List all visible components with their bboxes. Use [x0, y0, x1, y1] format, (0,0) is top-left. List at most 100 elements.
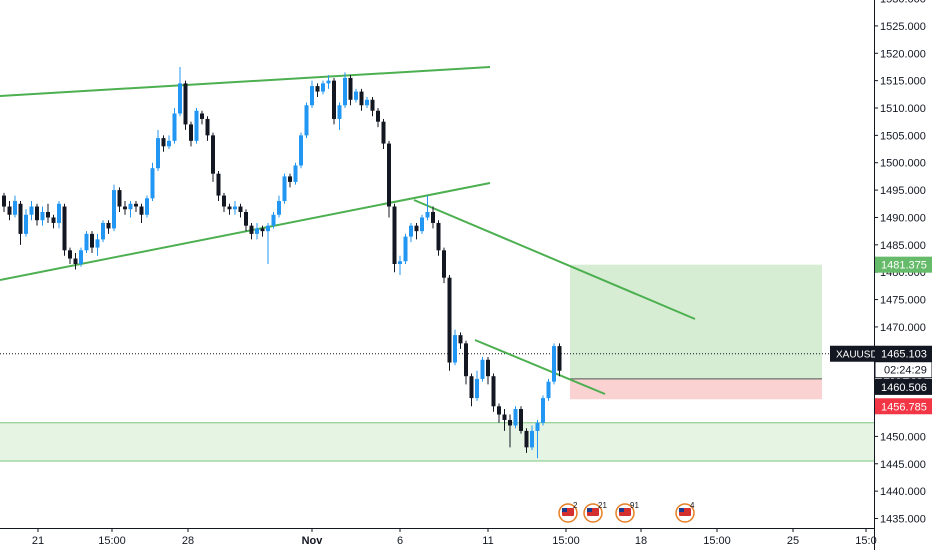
- y-tick-label: 1495.000: [880, 185, 926, 197]
- candle-body: [172, 113, 177, 141]
- candle-body: [123, 206, 127, 210]
- candle-body: [200, 113, 204, 119]
- support-zone: [0, 422, 874, 462]
- candle-body: [282, 176, 287, 202]
- loss-zone: [570, 378, 822, 400]
- candle-body: [134, 203, 138, 207]
- candle-body: [348, 77, 353, 100]
- candle-body: [414, 225, 419, 232]
- price-labels-layer: 1481.375 XAUUSD 1465.103 02:24:29 1460.506 14…: [830, 256, 932, 415]
- candle-body: [216, 173, 221, 196]
- candle-body: [40, 211, 45, 221]
- y-tick-label: 1450.000: [880, 431, 926, 443]
- entry-price-tag: [875, 378, 932, 395]
- candle-body: [51, 217, 56, 223]
- target-price-label: 1481.375: [881, 260, 927, 272]
- candle-body: [524, 430, 529, 448]
- y-tick-label: 1475.000: [880, 295, 926, 307]
- candle-body: [365, 99, 369, 106]
- candle-body: [288, 176, 292, 182]
- candle-body: [376, 110, 380, 122]
- candle-body: [398, 261, 402, 264]
- candle-body: [508, 419, 512, 426]
- candles-layer: [2, 66, 562, 459]
- candle-body: [370, 99, 375, 111]
- candle-body: [557, 346, 562, 371]
- candle-body: [469, 376, 474, 399]
- candle-body: [139, 206, 144, 215]
- event-flag-canton: [619, 508, 624, 512]
- event-badges-layer: 2 21 91 4: [558, 501, 695, 523]
- candle-body: [310, 86, 314, 106]
- event-badge-count: 91: [630, 501, 639, 510]
- candle-body: [46, 211, 50, 218]
- y-tick-label: 1520.000: [880, 48, 926, 60]
- candle-body: [35, 206, 39, 221]
- candle-body: [497, 406, 501, 415]
- short-descending-trendline: [474, 339, 606, 395]
- current-price-tag: [875, 345, 932, 362]
- candle-body: [178, 83, 182, 114]
- candle-body: [458, 335, 463, 344]
- x-tick-label: 15:00: [98, 535, 126, 547]
- stop-price-tag: [875, 398, 932, 415]
- event-badge-count: 21: [598, 501, 607, 510]
- y-tick-label: 1505.000: [880, 130, 926, 142]
- candle-body: [24, 214, 28, 234]
- candle-body: [90, 233, 94, 248]
- candle-body: [128, 203, 133, 210]
- candle-body: [442, 250, 446, 278]
- candle-body: [249, 225, 254, 234]
- candle-body: [425, 211, 430, 218]
- candle-body: [222, 195, 226, 207]
- candle-body: [79, 250, 83, 264]
- event-badge-count: 2: [573, 501, 578, 510]
- x-tick-label: 21: [32, 535, 44, 547]
- candle-body: [381, 121, 386, 144]
- candle-body: [453, 335, 457, 363]
- y-tick-label: 1510.000: [880, 103, 926, 115]
- candle-body: [277, 201, 281, 215]
- candle-body: [299, 135, 303, 166]
- candle-body: [227, 206, 232, 210]
- zones-layer: [0, 264, 874, 462]
- candle-body: [326, 80, 331, 84]
- candle-body: [233, 206, 237, 210]
- event-flag-canton: [562, 508, 567, 512]
- candle-body: [238, 206, 243, 212]
- event-flag-canton: [679, 508, 684, 512]
- y-tick-label: 1435.000: [880, 514, 926, 526]
- candle-body: [156, 138, 160, 169]
- candle-body: [101, 222, 105, 240]
- candle-body: [354, 91, 358, 100]
- current-price-label: 1465.103: [881, 349, 927, 361]
- candle-body: [321, 83, 325, 92]
- y-tick-label: 1515.000: [880, 76, 926, 88]
- candle-body: [73, 258, 78, 264]
- upper-channel-trendline: [0, 66, 491, 97]
- candle-body: [409, 225, 413, 237]
- entry-price-label: 1460.506: [881, 382, 927, 394]
- candle-body: [530, 430, 534, 448]
- y-tick-label: 1530.000: [880, 0, 926, 6]
- candle-body: [266, 225, 270, 232]
- candle-body: [7, 206, 12, 215]
- candle-body: [332, 80, 336, 119]
- candle-body: [29, 206, 34, 215]
- x-tick-label: 15:0: [855, 535, 876, 547]
- countdown-label: 02:24:29: [884, 365, 927, 377]
- candle-body: [447, 277, 452, 363]
- event-flag-canton: [587, 508, 592, 512]
- candle-body: [491, 376, 496, 407]
- candle-body: [480, 359, 485, 379]
- candle-body: [436, 222, 441, 251]
- candle-body: [62, 206, 67, 251]
- candle-body: [293, 165, 298, 182]
- candle-body: [183, 83, 188, 125]
- y-tick-label: 1470.000: [880, 322, 926, 334]
- candle-body: [150, 168, 155, 199]
- candle-body: [117, 190, 122, 207]
- candle-body: [431, 211, 435, 223]
